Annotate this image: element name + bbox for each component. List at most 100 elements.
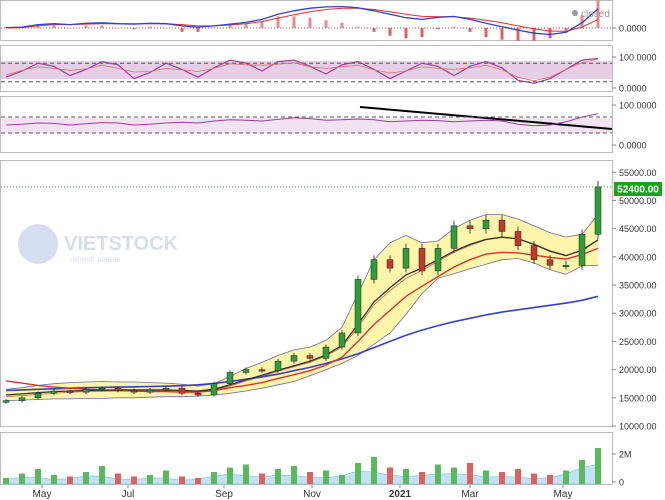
stochastic-band-rect: [1, 61, 612, 79]
x-axis-tick-label: Jul: [122, 489, 135, 500]
volume-bar: [467, 463, 473, 484]
candle-body: [34, 393, 42, 399]
price-y-tick-label: 50000.00: [619, 196, 657, 206]
volume-bar: [483, 470, 489, 484]
price-y-tick-label: 25000.00: [619, 337, 657, 347]
x-axis-tick-label: 2021: [389, 489, 412, 500]
candle-body: [530, 245, 538, 260]
candle-body: [386, 259, 394, 269]
candle-body: [194, 393, 202, 396]
macd-histogram-bar: [292, 16, 296, 28]
macd-histogram-bar: [276, 16, 280, 28]
rsi-trendline: [359, 106, 613, 130]
candle-body: [178, 387, 186, 394]
candle-body: [130, 390, 138, 393]
candle-body: [482, 219, 490, 229]
volume-bar: [3, 478, 9, 484]
volume-bar: [243, 464, 249, 484]
bollinger-band-fill: [6, 214, 598, 401]
rsi-layer: [1, 113, 612, 134]
macd-histogram-bar: [516, 28, 520, 41]
volume-bar: [115, 473, 121, 484]
price-y-tick-label: 10000.00: [619, 422, 657, 432]
candle-body: [434, 248, 442, 272]
candle-body: [274, 360, 282, 371]
macd-histogram-bar: [404, 28, 408, 39]
stochastic-y-tick-label-low: 0.0000: [619, 84, 647, 94]
watermark-logo-icon: [18, 224, 58, 264]
candle-body: [290, 355, 298, 362]
macd-histogram-bar: [452, 26, 456, 28]
stochastic-line: [5, 57, 599, 84]
candle-body: [418, 248, 426, 272]
x-axis-tick-label: May: [554, 489, 573, 500]
x-axis-tick-label: May: [33, 489, 52, 500]
macd-histogram-bar: [356, 26, 360, 28]
stochastic-y-tick-label-high: 100.0000: [619, 53, 657, 63]
price-y-tick-label: 20000.00: [619, 365, 657, 375]
watermark-tagline: refresh please: [70, 255, 121, 264]
volume-bar: [307, 472, 313, 484]
macd-layer: [1, 0, 612, 41]
candle-body: [450, 225, 458, 249]
macd-histogram-bar: [244, 24, 248, 28]
macd-histogram-bar: [212, 28, 216, 29]
volume-bar: [131, 476, 137, 484]
volume-bar: [35, 469, 41, 484]
volume-bar: [371, 457, 377, 484]
price-y-tick-label: 30000.00: [619, 309, 657, 319]
candle-body: [66, 390, 74, 393]
macd-histogram-bar: [116, 28, 120, 29]
volume-bar: [531, 473, 537, 484]
macd-histogram-bar: [228, 25, 232, 28]
x-axis-tick-label: Nov: [303, 489, 321, 500]
candle-body: [258, 369, 266, 372]
volume-bar: [275, 469, 281, 484]
volume-bar: [19, 473, 25, 484]
candle-body: [466, 225, 474, 229]
candle-body: [114, 387, 122, 391]
volume-bar: [339, 475, 345, 484]
volume-y-tick-label-low: 0: [619, 478, 624, 488]
price-layer: [1, 181, 612, 404]
macd-signal-line: [5, 7, 599, 32]
rsi-y-tick-label-high: 100.0000: [619, 101, 657, 111]
macd-histogram-bar: [148, 26, 152, 28]
macd-histogram-bar: [324, 20, 328, 28]
macd-histogram-bar: [260, 21, 264, 28]
macd-histogram-bar: [484, 28, 488, 38]
candle-body: [546, 259, 554, 266]
macd-histogram-bar: [468, 28, 472, 32]
macd-histogram-bar: [532, 28, 536, 41]
volume-bar: [67, 476, 73, 484]
macd-histogram-bar: [52, 25, 56, 28]
volume-bar: [563, 470, 569, 484]
candle-body: [18, 397, 26, 401]
volume-bar: [435, 464, 441, 484]
volume-bar: [179, 476, 185, 484]
current-price-tag-bg: [614, 182, 662, 196]
macd-histogram-bar: [580, 15, 584, 28]
volume-bar: [227, 467, 233, 484]
price-y-tick-label: 40000.00: [619, 252, 657, 262]
candle-body: [146, 389, 154, 393]
candle-body: [50, 390, 58, 394]
candle-body: [338, 332, 346, 348]
closed-indicator-dot: [572, 10, 578, 16]
candle-body: [370, 259, 378, 280]
volume-bar: [259, 473, 265, 484]
macd-histogram-bar: [164, 28, 168, 29]
candle-body: [82, 389, 90, 393]
volume-bar: [387, 467, 393, 484]
macd-histogram-bar: [500, 28, 504, 40]
axis-layer: 0.0000 100.0000 0.0000 100.0000 0.0000 55000.…: [33, 24, 657, 500]
candle-body: [162, 387, 170, 391]
volume-bar: [595, 448, 601, 484]
volume-bar: [579, 460, 585, 484]
candle-body: [594, 186, 602, 235]
candle-body: [322, 346, 330, 359]
volume-bar: [99, 466, 105, 484]
volume-bar: [451, 467, 457, 484]
candle-body: [2, 400, 10, 403]
